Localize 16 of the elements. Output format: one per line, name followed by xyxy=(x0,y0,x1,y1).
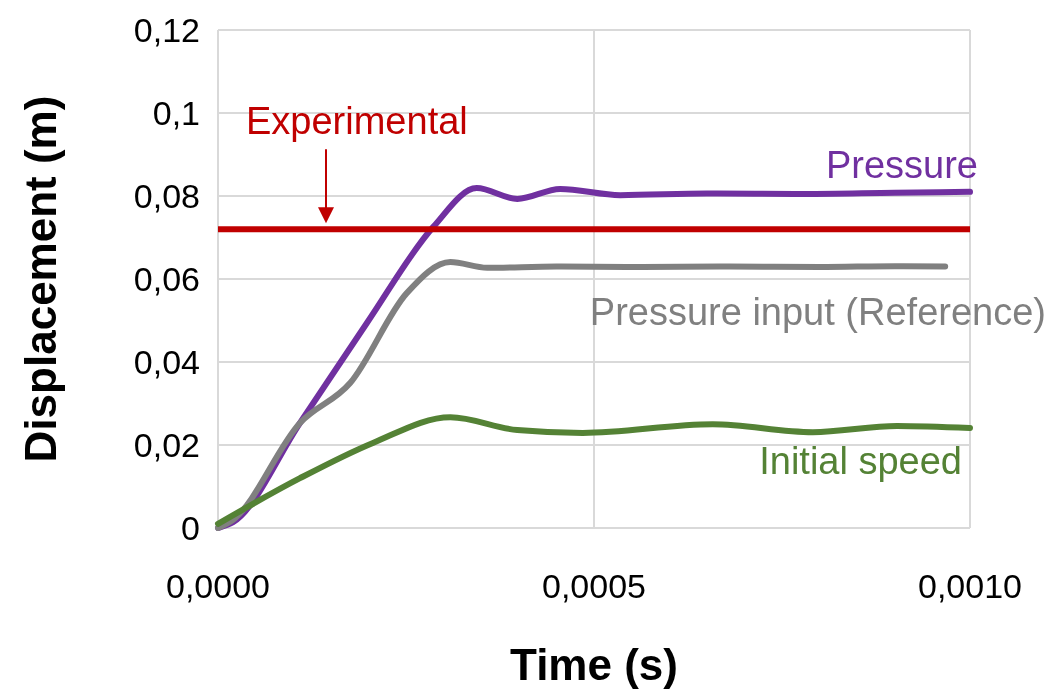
series-label: Pressure xyxy=(825,143,978,186)
y-tick-label: 0 xyxy=(181,508,200,547)
series-label: Initial speed xyxy=(759,439,962,482)
x-axis-title: Time (s) xyxy=(510,640,678,689)
series-label: Pressure input (Reference) xyxy=(589,290,1046,333)
y-tick-label: 0,1 xyxy=(152,93,200,132)
y-tick-label: 0,08 xyxy=(133,176,200,215)
y-tick-label: 0,02 xyxy=(133,425,200,464)
y-tick-label: 0,06 xyxy=(133,259,200,298)
x-tick-label: 0,0005 xyxy=(542,567,646,605)
y-tick-label: 0,12 xyxy=(133,10,200,49)
y-tick-label: 0,04 xyxy=(133,342,200,381)
y-axis-title: Displacement (m) xyxy=(16,95,65,463)
x-tick-label: 0,0010 xyxy=(918,567,1022,605)
x-tick-label: 0,0000 xyxy=(166,567,270,605)
ref-line-label: Experimental xyxy=(246,100,468,143)
